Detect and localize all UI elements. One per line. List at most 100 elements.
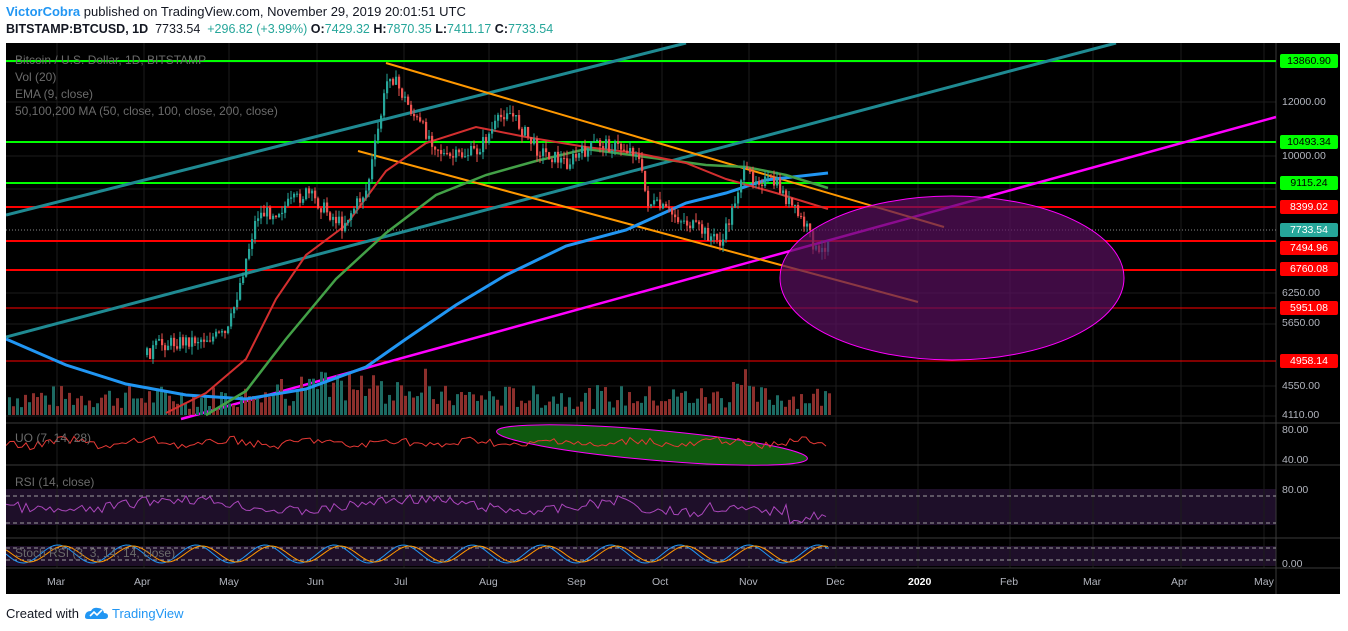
candle-body: [737, 192, 740, 204]
candle-body: [323, 202, 326, 213]
candle-body: [668, 206, 671, 209]
volume-bar: [524, 403, 527, 415]
candle-body: [731, 207, 734, 225]
volume-bar: [8, 397, 11, 415]
candle-body: [155, 340, 158, 346]
volume-bar: [828, 393, 831, 415]
volume-bar: [28, 402, 31, 415]
candle-body: [641, 159, 644, 171]
volume-bar: [264, 392, 267, 415]
volume-bar: [684, 391, 687, 415]
volume-bar: [316, 389, 319, 415]
candle-body: [335, 216, 338, 224]
volume-bar: [564, 406, 567, 415]
candle-body: [779, 178, 782, 194]
candle-body: [350, 213, 353, 220]
volume-bar: [452, 405, 455, 415]
volume-bar: [68, 392, 71, 415]
volume-bar: [92, 407, 95, 415]
candle-body: [452, 156, 455, 158]
volume-bar: [468, 391, 471, 415]
price-label-5951: 5951.08: [1280, 301, 1338, 315]
candle-body: [626, 150, 629, 153]
volume-bar: [516, 406, 519, 415]
candle-body: [542, 148, 545, 157]
candle-body: [581, 146, 584, 154]
volume-bar: [292, 401, 295, 415]
candle-body: [509, 113, 512, 115]
volume-bar: [216, 408, 219, 415]
chart-area[interactable]: Bitcoin / U.S. Dollar, 1D, BITSTAMP Vol …: [6, 43, 1340, 594]
volume-bar: [792, 396, 795, 415]
stoch-band: [6, 546, 1276, 566]
volume-bar: [380, 381, 383, 415]
volume-bar: [776, 395, 779, 415]
candle-body: [710, 236, 713, 241]
chart-canvas[interactable]: [6, 43, 1340, 594]
price-label-9115: 9115.24: [1280, 176, 1338, 190]
volume-bar: [540, 407, 543, 415]
volume-bar: [756, 401, 759, 415]
candle-body: [263, 212, 266, 217]
price-label-7494: 7494.96: [1280, 241, 1338, 255]
candle-body: [551, 159, 554, 163]
volume-bar: [384, 403, 387, 415]
volume-bar: [148, 391, 151, 415]
author-link[interactable]: VictorCobra: [6, 4, 81, 19]
vol-legend: Vol (20): [15, 70, 57, 84]
volume-bar: [760, 387, 763, 415]
symbol-name: BITSTAMP:BTCUSD, 1D: [6, 22, 149, 36]
candle-body: [422, 121, 425, 123]
candle-body: [548, 152, 551, 160]
volume-bar: [552, 396, 555, 415]
candle-body: [611, 150, 614, 153]
volume-bar: [52, 386, 55, 415]
volume-bar: [460, 392, 463, 415]
candle-body: [521, 128, 524, 136]
volume-bar: [504, 386, 507, 415]
volume-bar: [240, 396, 243, 415]
volume-bar: [36, 397, 39, 415]
volume-bar: [368, 388, 371, 415]
candle-body: [593, 141, 596, 143]
price-tick: 10000.00: [1282, 150, 1326, 162]
candle-body: [197, 341, 200, 344]
volume-bar: [568, 397, 571, 415]
candle-body: [683, 220, 686, 222]
volume-bar: [456, 394, 459, 415]
rsi-line: [6, 493, 827, 525]
uo-line: [6, 435, 827, 451]
volume-bar: [276, 384, 279, 415]
volume-bar: [320, 371, 323, 415]
volume-bar: [24, 394, 27, 415]
volume-bar: [220, 392, 223, 415]
volume-bar: [696, 398, 699, 415]
volume-bar: [180, 392, 183, 415]
candle-body: [620, 143, 623, 150]
volume-bar: [324, 372, 327, 415]
candle-body: [599, 140, 602, 147]
x-tick-aug: Aug: [479, 576, 498, 588]
candle-body: [179, 337, 182, 349]
volume-bar: [704, 397, 707, 415]
price-label-13860: 13860.90: [1280, 54, 1338, 68]
candle-body: [524, 126, 527, 136]
volume-bar: [120, 407, 123, 415]
volume-bar: [108, 390, 111, 415]
candle-body: [635, 154, 638, 156]
volume-bar: [396, 382, 399, 415]
candle-body: [503, 117, 506, 120]
volume-bar: [160, 386, 163, 415]
created-with-text: Created with: [6, 606, 79, 621]
last-price: 7733.54: [155, 22, 201, 36]
candle-body: [479, 152, 482, 155]
volume-bar: [572, 408, 575, 415]
footer: Created with TradingView: [6, 606, 184, 621]
x-tick-jul: Jul: [394, 576, 408, 588]
candle-body: [377, 128, 380, 141]
volume-bar: [548, 401, 551, 415]
ma-legend: 50,100,200 MA (50, close, 100, close, 20…: [15, 104, 278, 118]
candle-body: [311, 190, 314, 194]
tradingview-link[interactable]: TradingView: [112, 606, 184, 621]
volume-bar: [48, 404, 51, 415]
